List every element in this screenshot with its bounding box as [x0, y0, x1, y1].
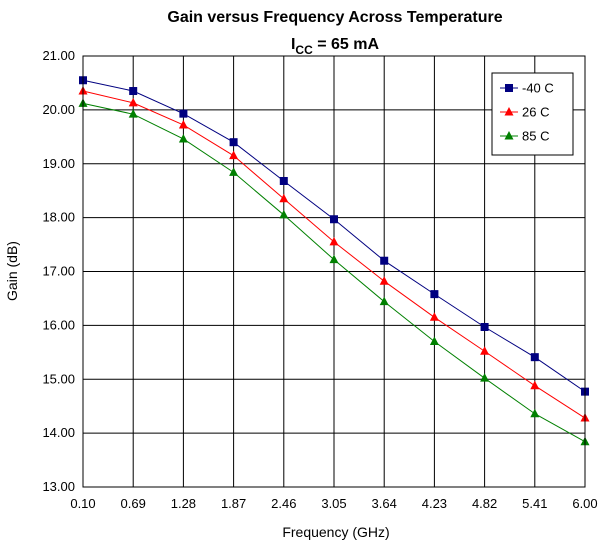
data-point	[329, 254, 339, 264]
data-point	[480, 346, 490, 355]
series-3	[78, 98, 590, 446]
data-point	[379, 296, 389, 306]
data-point	[229, 138, 238, 147]
data-point	[129, 87, 138, 96]
x-tick-label: 1.28	[171, 496, 196, 511]
data-point	[530, 380, 540, 390]
chart-subtitle: ICC = 65 mA	[291, 36, 380, 57]
y-axis-label: Gain (dB)	[4, 241, 20, 301]
y-tick-label: 16.00	[42, 317, 75, 332]
subtitle-rest: = 65 mA	[313, 36, 380, 53]
legend-item: 26 C	[500, 105, 549, 120]
data-point	[530, 353, 539, 362]
x-tick-label: 1.87	[221, 496, 246, 511]
y-tick-label: 15.00	[42, 371, 75, 386]
data-point	[279, 209, 289, 219]
legend-marker	[504, 131, 514, 140]
data-point	[128, 97, 138, 107]
data-point	[480, 373, 490, 382]
legend-label: 85 C	[522, 129, 549, 144]
y-tick-label: 19.00	[42, 156, 75, 171]
data-point	[380, 256, 389, 265]
x-tick-label: 3.05	[321, 496, 346, 511]
data-point	[128, 109, 138, 118]
data-point	[279, 193, 289, 203]
subtitle-subscript: CC	[295, 43, 313, 57]
x-tick-label: 4.82	[472, 496, 497, 511]
y-tick-label: 20.00	[42, 102, 75, 117]
data-point	[480, 322, 489, 331]
x-tick-label: 2.46	[271, 496, 296, 511]
legend-item: 85 C	[500, 129, 549, 144]
data-point	[530, 408, 540, 418]
x-tick-label: 5.41	[522, 496, 547, 511]
data-point	[429, 312, 439, 321]
subtitle-main: I	[291, 36, 295, 53]
data-point	[430, 290, 439, 299]
y-tick-labels: 13.00 14.00 15.00 16.00 17.00 18.00 19.00 20.00…	[42, 48, 75, 494]
series-layer	[78, 76, 590, 446]
y-tick-label: 14.00	[42, 425, 75, 440]
data-point	[178, 119, 188, 129]
plot-frame	[82, 55, 586, 488]
y-tick-label: 18.00	[42, 210, 75, 225]
data-point	[429, 336, 439, 346]
x-tick-label: 0.10	[70, 496, 95, 511]
legend-label: -40 C	[522, 81, 554, 96]
data-point	[279, 176, 288, 185]
y-tick-label: 17.00	[42, 264, 75, 279]
data-point	[179, 109, 188, 118]
data-point	[329, 236, 339, 246]
data-point	[178, 133, 188, 143]
chart-title: Gain versus Frequency Across Temperature	[167, 9, 502, 26]
data-point	[379, 276, 389, 285]
y-tick-label: 21.00	[42, 48, 75, 63]
legend: -40 C 26 C 85 C	[491, 72, 574, 156]
legend-marker	[504, 107, 514, 116]
data-point	[330, 215, 338, 224]
data-point	[229, 167, 239, 176]
x-tick-label: 0.69	[121, 496, 146, 511]
legend-marker	[505, 84, 513, 92]
x-axis-label: Frequency (GHz)	[282, 524, 389, 540]
x-tick-labels: 0.10 0.69 1.28 1.87 2.46 3.05 3.64 4.23 4.82 5.41…	[70, 496, 597, 511]
legend-label: 26 C	[522, 105, 549, 120]
legend-item: -40 C	[500, 81, 554, 96]
x-tick-label: 6.00	[572, 496, 597, 511]
data-point	[229, 150, 239, 160]
x-tick-label: 4.23	[422, 496, 447, 511]
y-tick-label: 13.00	[42, 479, 75, 494]
x-tick-label: 3.64	[372, 496, 397, 511]
